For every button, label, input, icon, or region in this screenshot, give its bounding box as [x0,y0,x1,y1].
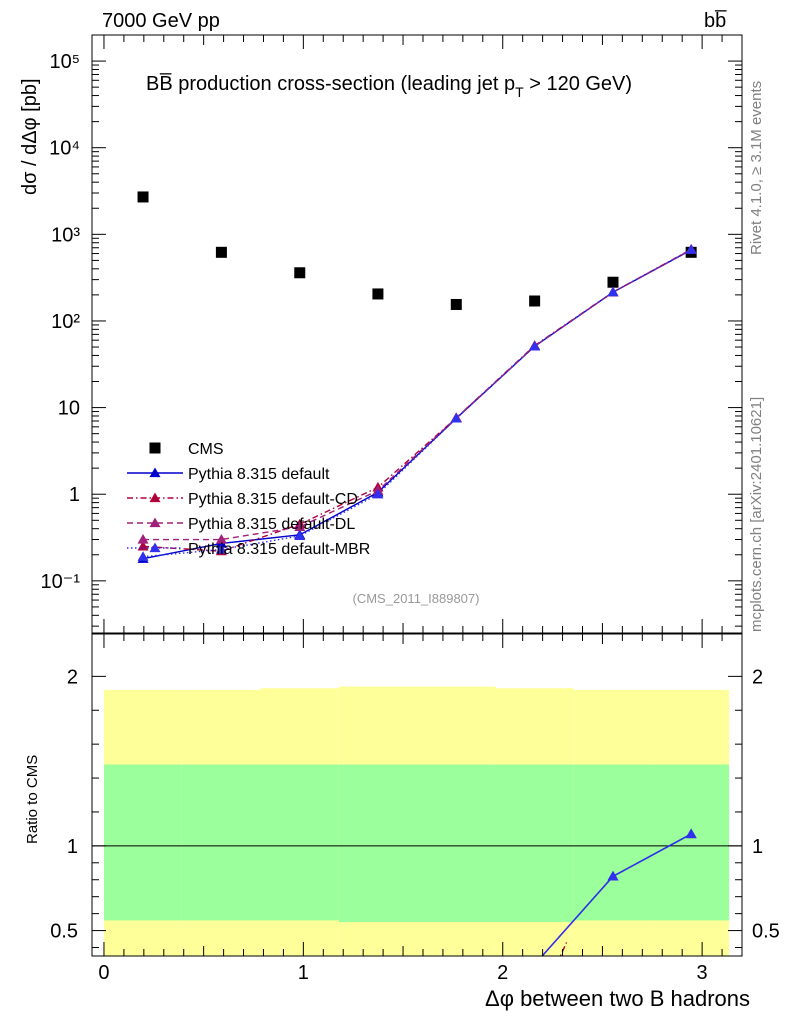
data-point-cms [372,288,384,300]
series-line-pythia-8-315-default-cd [143,248,692,552]
legend-marker-pythia-8-315-default-mbr [149,542,161,553]
energy-label: 7000 GeV pp [102,10,220,32]
x-tick-label: 0 [98,962,109,984]
ratio-y-tick-label: 2 [67,666,78,688]
series-line-pythia-8-315-default-mbr [142,249,692,558]
main-y-axis-label: dσ / dΔφ [pb] [19,78,41,195]
uncertainty-band-inner [338,764,417,923]
ratio-y-axis-label: Ratio to CMS [24,755,41,844]
uncertainty-band-inner [652,764,730,921]
data-point-pythia-8-315-default-dl [137,534,149,544]
y-tick-label: 1 [69,484,80,506]
x-tick-label: 1 [298,962,309,984]
ratio-point-pythia-8-315-default-mbr [685,828,697,839]
main-title: BB̅ production cross-section (leading je… [146,72,632,100]
uncertainty-band-inner [260,764,339,921]
data-point-pythia-8-315-default-dl [215,534,227,544]
uncertainty-band-inner [417,764,496,923]
process-label: bb̅ [704,9,727,32]
uncertainty-band-inner [103,764,182,921]
data-point-pythia-8-315-default-mbr [372,488,384,499]
x-tick-label: 3 [697,962,708,984]
mcplots-label: mcplots.cern.ch [arXiv:2401.10621] [748,397,765,632]
y-tick-label: 10⁵ [49,51,80,73]
legend-label-cms: CMS [188,441,224,458]
legend-marker-pythia-8-315-default-cd [149,492,161,503]
uncertainty-band-inner [495,764,574,923]
ratio-y-tick-label-right: 1 [752,836,763,858]
data-point-cms [607,276,619,288]
y-tick-label: 10³ [51,224,80,246]
data-point-pythia-8-315-default-mbr [294,530,306,541]
legend-label-pythia-8-315-default-dl: Pythia 8.315 default-DL [188,516,355,533]
data-point-pythia-8-315-default-mbr [607,286,619,297]
data-point-cms [529,295,541,307]
ratio-y-tick-label: 0.5 [50,921,78,943]
legend: CMS Pythia 8.315 default Pythia 8.315 defa… [127,441,370,558]
y-tick-label: 10⁴ [49,138,80,160]
legend-marker-pythia-8-315-default-dl [149,517,161,528]
data-point-cms [294,267,306,279]
y-tick-label: 10⁻¹ [41,571,81,593]
ratio-frame [91,633,743,957]
ratio-y-tick-label: 1 [67,836,78,858]
data-point-pythia-8-315-default-mbr [450,412,462,423]
data-point-pythia-8-315-default-dl [294,521,306,531]
series-line-pythia-8-315-default [142,249,692,560]
y-tick-label: 10 [58,398,80,420]
ratio-y-tick-label-right: 2 [752,666,763,688]
x-axis-label: Δφ between two B hadrons [485,986,750,1011]
uncertainty-band-inner [573,764,653,921]
data-point-cms [450,298,462,310]
ratio-panel: 0.5 0.5 1 1 2 2 0 1 2 3 Ratio to CMS Δφ between t… [24,633,780,1011]
data-point-cms [137,191,149,203]
x-tick-label: 2 [497,962,508,984]
data-point-cms [215,246,227,258]
data-point-pythia-8-315-default-mbr [137,551,149,561]
legend-label-pythia-8-315-default-mbr: Pythia 8.315 default-MBR [188,541,370,558]
legend-marker-cms [149,442,161,454]
data-point-pythia-8-315-default-mbr [529,340,541,351]
data-point-pythia-8-315-default-mbr [685,244,697,254]
legend-marker-pythia-8-315-default [149,467,161,478]
uncertainty-band-inner [181,764,261,921]
main-panel: 10⁻¹ 1 10 10² 10³ 10⁴ 10⁵ BB̅ production cross… [19,34,743,634]
analysis-tag: (CMS_2011_I889807) [353,591,480,606]
series-line-pythia-8-315-default-dl [143,249,692,541]
data-point-pythia-8-315-default-mbr [215,544,227,554]
y-tick-label: 10² [51,311,80,333]
rivet-label: Rivet 4.1.0, ≥ 3.1M events [748,81,765,255]
ratio-y-tick-label-right: 0.5 [752,921,780,943]
legend-label-pythia-8-315-default: Pythia 8.315 default [188,466,330,483]
legend-label-pythia-8-315-default-cd: Pythia 8.315 default-CD [188,491,358,508]
ratio-point-pythia-8-315-default-mbr [607,870,619,881]
